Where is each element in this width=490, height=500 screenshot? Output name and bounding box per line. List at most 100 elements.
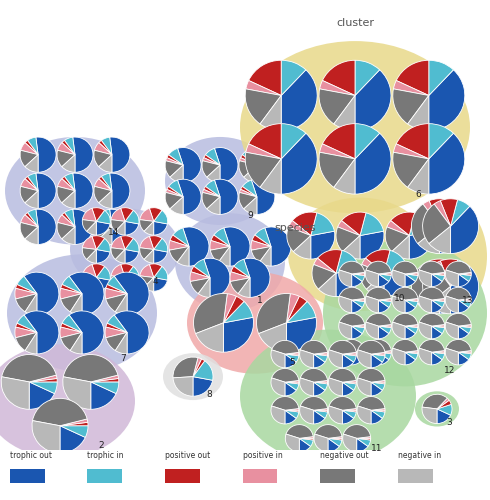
- Wedge shape: [336, 250, 360, 273]
- Wedge shape: [412, 204, 440, 244]
- Wedge shape: [25, 212, 38, 227]
- Wedge shape: [116, 222, 125, 235]
- Wedge shape: [190, 272, 210, 281]
- Wedge shape: [446, 261, 471, 274]
- Wedge shape: [252, 235, 271, 246]
- Wedge shape: [343, 354, 354, 368]
- Wedge shape: [300, 350, 314, 368]
- Wedge shape: [173, 228, 189, 246]
- Wedge shape: [440, 206, 467, 254]
- Wedge shape: [314, 434, 328, 452]
- Wedge shape: [287, 302, 316, 323]
- Wedge shape: [405, 274, 416, 286]
- Wedge shape: [393, 89, 429, 124]
- Wedge shape: [318, 250, 342, 273]
- Wedge shape: [61, 323, 82, 332]
- Wedge shape: [15, 288, 37, 299]
- Wedge shape: [314, 410, 325, 424]
- Wedge shape: [73, 173, 93, 208]
- Wedge shape: [144, 222, 154, 235]
- Wedge shape: [378, 300, 389, 312]
- Wedge shape: [343, 352, 356, 354]
- Wedge shape: [318, 273, 336, 296]
- Wedge shape: [405, 326, 418, 328]
- Wedge shape: [300, 406, 314, 424]
- Wedge shape: [314, 380, 328, 382]
- Wedge shape: [378, 350, 392, 352]
- Wedge shape: [418, 348, 432, 365]
- Text: 13: 13: [463, 296, 474, 305]
- Text: 10: 10: [394, 294, 405, 303]
- Wedge shape: [422, 394, 447, 409]
- Wedge shape: [281, 133, 317, 194]
- Wedge shape: [371, 354, 385, 356]
- Text: trophic out: trophic out: [10, 451, 52, 460]
- Wedge shape: [91, 375, 119, 382]
- Wedge shape: [458, 298, 471, 300]
- Wedge shape: [97, 238, 110, 252]
- Wedge shape: [423, 261, 440, 286]
- Wedge shape: [429, 199, 446, 226]
- Wedge shape: [211, 235, 230, 246]
- Wedge shape: [61, 284, 82, 294]
- Wedge shape: [352, 352, 365, 354]
- Wedge shape: [149, 208, 162, 222]
- Wedge shape: [355, 70, 391, 130]
- Wedge shape: [27, 174, 38, 191]
- Wedge shape: [391, 212, 415, 236]
- Wedge shape: [405, 298, 418, 300]
- Wedge shape: [378, 298, 392, 300]
- Wedge shape: [432, 350, 444, 352]
- Wedge shape: [165, 161, 183, 177]
- Wedge shape: [99, 212, 112, 227]
- Wedge shape: [314, 354, 328, 356]
- Wedge shape: [97, 210, 110, 224]
- Wedge shape: [170, 197, 183, 214]
- Wedge shape: [285, 354, 299, 356]
- Wedge shape: [101, 174, 112, 191]
- Wedge shape: [312, 264, 336, 289]
- Wedge shape: [218, 246, 230, 266]
- Wedge shape: [69, 272, 104, 315]
- Wedge shape: [260, 96, 281, 130]
- Wedge shape: [194, 259, 210, 278]
- Wedge shape: [210, 240, 230, 250]
- Wedge shape: [202, 192, 220, 209]
- Wedge shape: [445, 348, 458, 365]
- Wedge shape: [91, 382, 116, 409]
- Wedge shape: [329, 340, 356, 354]
- Wedge shape: [418, 296, 432, 312]
- Wedge shape: [154, 266, 168, 280]
- Wedge shape: [378, 326, 392, 328]
- Wedge shape: [121, 264, 133, 278]
- Wedge shape: [27, 137, 38, 154]
- Wedge shape: [94, 222, 112, 239]
- Wedge shape: [393, 144, 429, 159]
- Wedge shape: [405, 300, 418, 302]
- Wedge shape: [378, 272, 392, 274]
- Wedge shape: [82, 248, 97, 260]
- Wedge shape: [343, 236, 360, 259]
- Wedge shape: [16, 294, 37, 312]
- Wedge shape: [432, 326, 444, 328]
- Wedge shape: [285, 382, 299, 384]
- Wedge shape: [115, 294, 127, 315]
- Wedge shape: [166, 158, 183, 165]
- Wedge shape: [193, 359, 205, 376]
- Wedge shape: [366, 288, 391, 300]
- Wedge shape: [205, 180, 220, 197]
- Text: 2: 2: [98, 441, 104, 450]
- Wedge shape: [405, 274, 418, 276]
- Wedge shape: [418, 286, 440, 314]
- Wedge shape: [111, 248, 125, 260]
- Wedge shape: [29, 378, 57, 382]
- Wedge shape: [429, 259, 446, 286]
- Wedge shape: [29, 382, 54, 409]
- Wedge shape: [378, 352, 389, 365]
- Text: 9: 9: [247, 211, 253, 220]
- Wedge shape: [440, 266, 467, 314]
- Wedge shape: [20, 150, 38, 166]
- Wedge shape: [121, 208, 133, 222]
- Wedge shape: [82, 208, 97, 222]
- Wedge shape: [25, 140, 38, 154]
